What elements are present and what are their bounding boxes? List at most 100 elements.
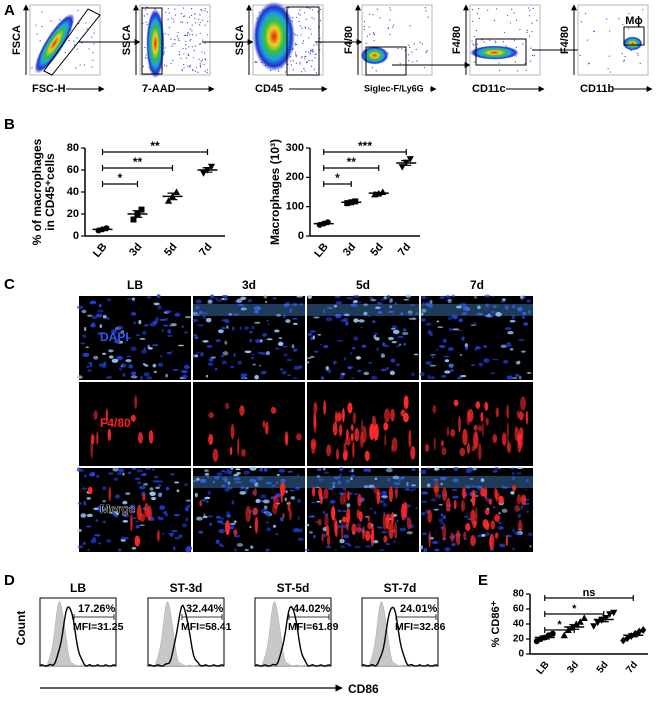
nucleus (174, 312, 181, 317)
nucleus (221, 326, 226, 330)
nucleus (483, 358, 490, 363)
nucleus (411, 372, 415, 377)
f480-signal (459, 447, 466, 457)
x-tick-label: LB (535, 659, 552, 676)
nucleus (97, 505, 104, 510)
event-dot (304, 56, 306, 58)
nucleus (481, 533, 486, 537)
nucleus (369, 507, 373, 510)
event-dot (302, 42, 304, 44)
nucleus (357, 301, 362, 304)
event-dot (180, 21, 182, 23)
nucleus (278, 337, 283, 340)
nucleus (334, 314, 342, 319)
nucleus (495, 312, 502, 317)
nucleus (162, 532, 165, 536)
error-bar (167, 192, 178, 201)
nucleus (87, 314, 93, 317)
event-dot (88, 48, 90, 50)
nucleus (215, 539, 220, 544)
nucleus (116, 355, 123, 361)
nucleus (504, 327, 512, 331)
nucleus (263, 294, 268, 299)
f480-signal (442, 523, 447, 541)
nucleus (206, 344, 213, 348)
nucleus (92, 322, 95, 325)
nucleus (340, 545, 346, 549)
nucleus (208, 362, 213, 366)
f480-signal (388, 486, 394, 503)
nucleus (216, 520, 224, 524)
event-dot (299, 14, 301, 16)
event-dot (423, 66, 426, 69)
nucleus (400, 312, 404, 316)
nucleus (131, 467, 137, 470)
f480-signal (361, 419, 364, 431)
nucleus (86, 513, 93, 518)
nucleus (373, 511, 377, 515)
nucleus (222, 351, 229, 356)
nucleus (207, 299, 213, 304)
nucleus (233, 520, 237, 523)
nucleus (528, 310, 531, 314)
event-dot (254, 61, 256, 63)
event-dot (299, 9, 301, 11)
nucleus (147, 344, 150, 350)
nucleus (520, 298, 524, 301)
f480-signal (337, 412, 342, 422)
event-dot (389, 33, 391, 36)
nucleus (265, 351, 270, 356)
nucleus (127, 506, 133, 510)
nucleus (200, 478, 207, 484)
gate-bar (395, 614, 437, 620)
data-point (164, 197, 173, 204)
event-dot (166, 65, 168, 67)
nucleus (514, 531, 522, 536)
event-dot (369, 13, 371, 15)
nucleus (309, 336, 314, 341)
f480-signal (326, 535, 331, 546)
nucleus (77, 544, 84, 549)
micrograph (419, 294, 533, 380)
nucleus (289, 308, 292, 313)
micrograph (307, 382, 419, 466)
nucleus (392, 475, 400, 480)
nucleus (279, 368, 284, 371)
nucleus (292, 317, 298, 320)
nucleus (309, 355, 315, 358)
nucleus (363, 371, 370, 376)
event-dot (298, 21, 300, 23)
nucleus (86, 365, 90, 368)
significance-label: ** (347, 155, 357, 169)
nucleus (393, 481, 401, 486)
f480-signal (252, 507, 259, 516)
event-dot (31, 67, 33, 69)
nucleus (209, 522, 213, 526)
nucleus (429, 299, 433, 305)
f480-signal (501, 432, 507, 447)
nucleus (233, 352, 236, 358)
nucleus (351, 377, 355, 379)
event-dot (363, 29, 365, 31)
nucleus (260, 352, 267, 355)
event-dot (168, 27, 170, 29)
nucleus (498, 543, 506, 548)
event-dot (167, 18, 169, 20)
event-dot (189, 64, 191, 66)
nucleus (316, 475, 321, 478)
event-dot (319, 37, 321, 40)
f480-signal (441, 447, 447, 456)
nucleus (228, 525, 235, 530)
f480-signal (484, 521, 490, 531)
nucleus (390, 358, 396, 363)
event-dot (183, 53, 185, 55)
event-dot (146, 13, 148, 15)
nucleus (202, 315, 206, 319)
event-dot (471, 20, 474, 22)
event-dot (206, 69, 209, 71)
event-dot (483, 41, 485, 43)
nucleus (361, 344, 367, 348)
nucleus (520, 505, 524, 510)
nucleus (130, 375, 138, 379)
nucleus (109, 511, 114, 514)
